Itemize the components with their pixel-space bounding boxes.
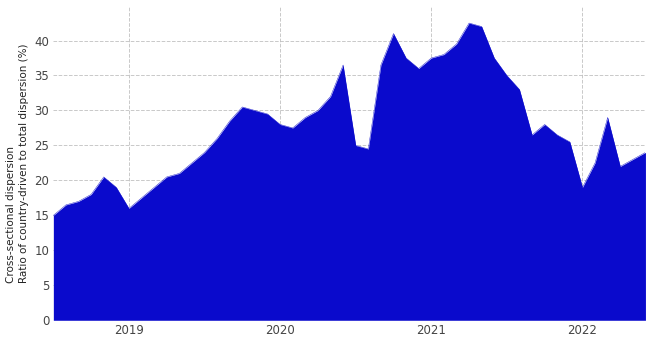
Y-axis label: Cross-sectional dispersion
Ratio of country-driven to total dispersion (%): Cross-sectional dispersion Ratio of coun… (6, 43, 29, 283)
